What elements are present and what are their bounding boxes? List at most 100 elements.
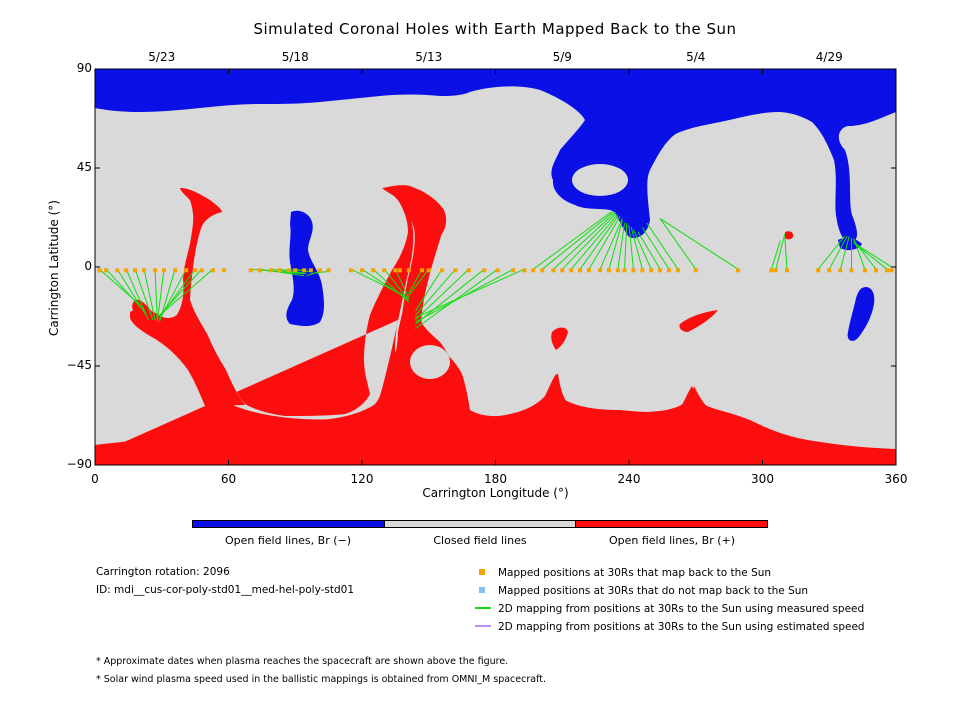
carrington-rotation: Carrington rotation: 2096	[96, 566, 230, 578]
mapped-position-point	[440, 268, 445, 273]
axis-ticks	[94, 68, 897, 466]
x-axis-label: Carrington Longitude (°)	[422, 486, 569, 500]
mapped-position-point	[453, 268, 458, 273]
chart-title: Simulated Coronal Holes with Earth Mappe…	[253, 20, 737, 38]
mapped-position-point	[248, 268, 253, 273]
legend-label: 2D mapping from positions at 30Rs to the…	[498, 603, 865, 615]
mapping-line	[624, 222, 628, 270]
colorbar-label: Closed field lines	[433, 534, 527, 547]
mapping-line	[134, 269, 154, 320]
mapping-line	[116, 268, 147, 316]
mapped-position-point	[649, 268, 654, 273]
y-tick-label: 0	[84, 259, 92, 273]
mapped-position-point	[816, 268, 821, 273]
y-tick-label: −90	[66, 457, 92, 471]
mapping-line	[415, 268, 485, 325]
mapped-position-point	[406, 268, 411, 273]
mapped-position-point	[675, 268, 680, 273]
mapping-line	[770, 240, 781, 270]
colorbar-segment	[575, 520, 769, 528]
mapped-position-point	[838, 268, 843, 273]
y-tick-label: 45	[76, 160, 92, 174]
mapped-position-point	[141, 268, 146, 273]
mapped-position-point	[97, 268, 102, 273]
legend-label: Mapped positions at 30Rs that map back t…	[498, 567, 772, 579]
colorbar	[192, 520, 769, 528]
x-tick-label: 0	[91, 472, 99, 486]
mapped-position-point	[495, 268, 500, 273]
mapped-position-point	[560, 268, 565, 273]
mapping-line	[414, 268, 443, 312]
mapped-position-point	[598, 268, 603, 273]
colorbar-label: Open field lines, Br (+)	[608, 534, 736, 547]
mapped-position-point	[889, 268, 894, 273]
x-tick-label: 360	[884, 472, 908, 486]
mapped-position-point	[693, 268, 698, 273]
mapped-position-point	[393, 268, 398, 273]
mapped-position-point	[360, 268, 364, 273]
mapping-line	[617, 222, 626, 270]
mapping-line	[637, 231, 661, 270]
mapped-position-point	[466, 268, 471, 273]
top-date-label: 5/23	[148, 50, 176, 64]
closed-bubble-140	[410, 345, 450, 379]
mapped-position-point	[615, 268, 620, 273]
mapped-position-point	[348, 268, 353, 273]
mapped-position-point	[667, 268, 672, 273]
mapped-position-point	[873, 268, 878, 273]
mapping-line	[372, 268, 410, 303]
colorbar-segment	[192, 520, 385, 528]
red-spot-210	[551, 327, 568, 350]
y-tick-label: −45	[66, 358, 92, 372]
x-tick-label: 300	[751, 472, 774, 486]
mapping-line	[628, 225, 634, 270]
mapping-line	[415, 268, 525, 319]
mapping-line	[105, 268, 145, 312]
mapping-line	[641, 227, 670, 270]
mapping-line	[408, 268, 430, 296]
mapped-position-point	[540, 268, 545, 273]
mapping-line	[310, 270, 329, 275]
closed-spur-150	[440, 330, 468, 360]
mapped-position-point	[199, 268, 204, 273]
mapped-position-point	[531, 268, 536, 273]
mapped-position-point	[293, 268, 298, 273]
mapped-position-point	[222, 268, 227, 273]
mapping-line	[143, 269, 156, 320]
mapped-position-point	[658, 268, 663, 273]
mapping-line	[383, 268, 410, 301]
mapped-position-point	[153, 268, 158, 273]
mapping-line	[295, 268, 309, 272]
x-tick-label: 240	[617, 472, 641, 486]
mapping-line	[659, 218, 697, 270]
mapped-position-point	[277, 268, 282, 273]
mapped-position-point	[302, 268, 307, 273]
top-date-label: 5/4	[686, 50, 706, 64]
legend-line-marker	[475, 625, 491, 627]
legend-line-marker	[475, 607, 491, 609]
mapped-position-point	[569, 268, 574, 273]
x-tick-label: 60	[220, 472, 237, 486]
south-polar-base	[95, 210, 896, 465]
mapping-line	[408, 268, 423, 294]
mapping-line	[415, 268, 470, 321]
colorbar-segment	[383, 520, 577, 528]
mapped-position-point	[184, 268, 189, 273]
mapping-line	[828, 235, 848, 270]
mapping-line	[853, 242, 888, 270]
red-spot-310	[785, 231, 794, 240]
mapped-position-point	[849, 268, 854, 273]
legend-square-marker	[479, 569, 485, 575]
mapped-position-point	[420, 268, 425, 273]
legend-label: Mapped positions at 30Rs that do not map…	[498, 585, 809, 597]
mapping-line	[394, 268, 410, 299]
mapping-line	[533, 211, 612, 270]
mapped-position-point	[622, 268, 627, 273]
mapped-position-point	[210, 268, 215, 273]
mapping-line	[646, 222, 679, 270]
mapping-line	[839, 236, 850, 270]
mapped-position-point	[862, 268, 867, 273]
mapped-position-point	[606, 268, 611, 273]
top-date-label: 5/9	[552, 50, 572, 64]
